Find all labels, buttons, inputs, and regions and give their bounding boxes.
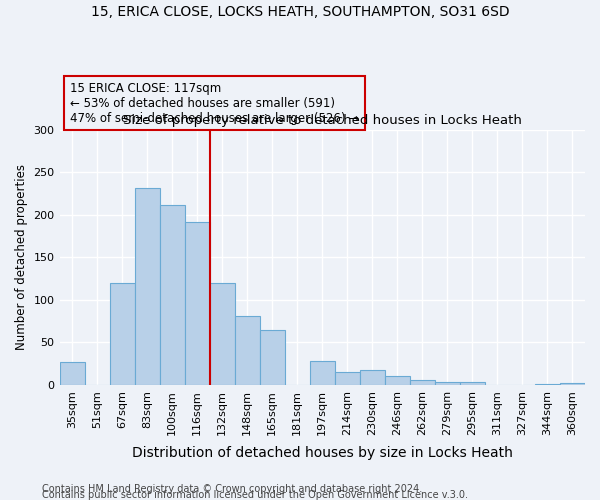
Bar	[385, 376, 410, 385]
Bar	[260, 330, 285, 385]
Text: 15 ERICA CLOSE: 117sqm
← 53% of detached houses are smaller (591)
47% of semi-de: 15 ERICA CLOSE: 117sqm ← 53% of detached…	[70, 82, 359, 124]
X-axis label: Distribution of detached houses by size in Locks Heath: Distribution of detached houses by size …	[132, 446, 513, 460]
Y-axis label: Number of detached properties: Number of detached properties	[15, 164, 28, 350]
Bar	[310, 361, 335, 385]
Text: Contains public sector information licensed under the Open Government Licence v.: Contains public sector information licen…	[42, 490, 468, 500]
Bar	[209, 283, 235, 385]
Bar	[59, 362, 85, 385]
Bar	[435, 382, 460, 385]
Bar	[460, 382, 485, 385]
Bar	[160, 206, 185, 385]
Bar	[110, 283, 134, 385]
Bar	[535, 384, 560, 385]
Bar	[134, 188, 160, 385]
Bar	[560, 383, 585, 385]
Bar	[360, 370, 385, 385]
Bar	[235, 316, 260, 385]
Text: Contains HM Land Registry data © Crown copyright and database right 2024.: Contains HM Land Registry data © Crown c…	[42, 484, 422, 494]
Bar	[185, 222, 209, 385]
Title: Size of property relative to detached houses in Locks Heath: Size of property relative to detached ho…	[123, 114, 522, 127]
Text: 15, ERICA CLOSE, LOCKS HEATH, SOUTHAMPTON, SO31 6SD: 15, ERICA CLOSE, LOCKS HEATH, SOUTHAMPTO…	[91, 5, 509, 19]
Bar	[335, 372, 360, 385]
Bar	[410, 380, 435, 385]
